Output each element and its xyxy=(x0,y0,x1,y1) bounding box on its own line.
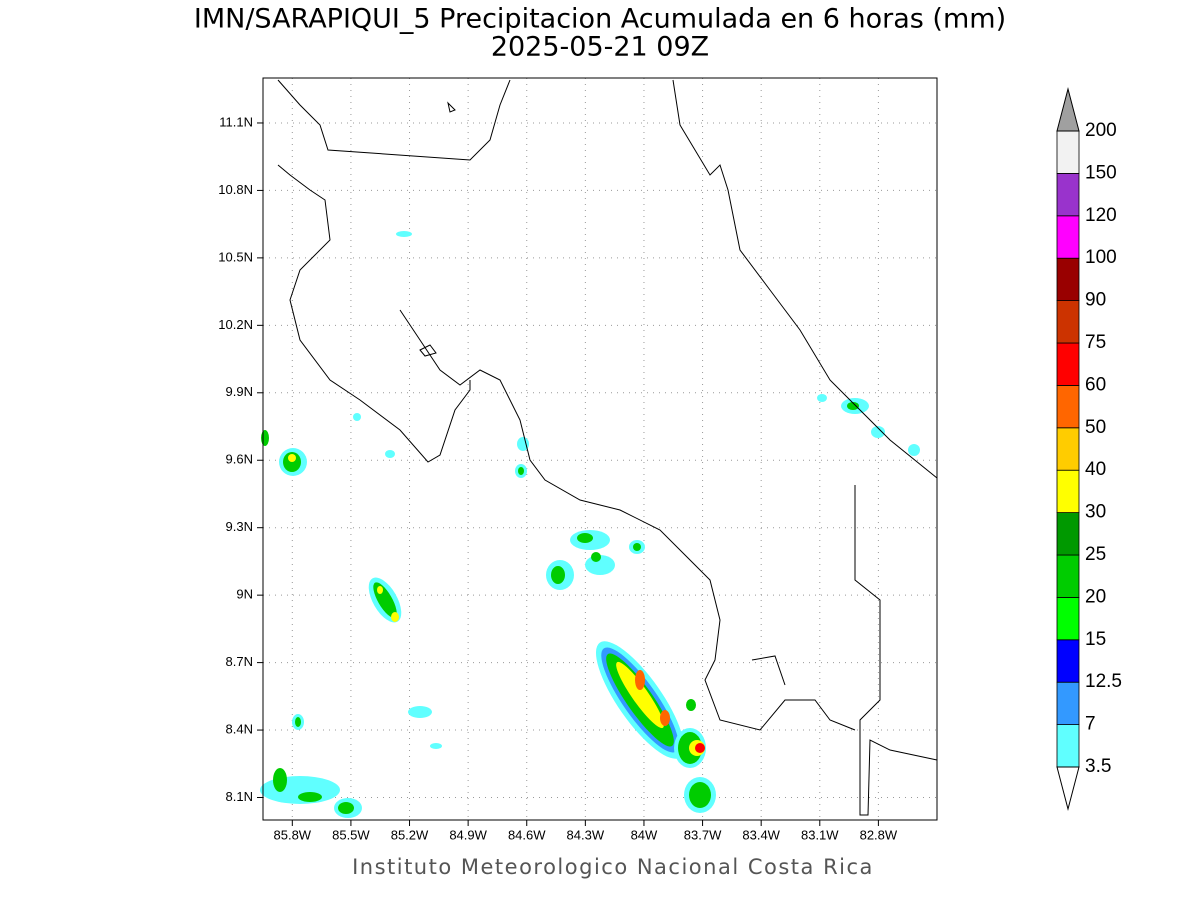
colorbar-box xyxy=(1056,172,1080,217)
colorbar-box xyxy=(1056,597,1080,641)
colorbar-label: 50 xyxy=(1085,417,1106,438)
y-tick-label: 8.4N xyxy=(226,721,253,736)
colorbar-label: 25 xyxy=(1085,544,1106,565)
colorbar-box xyxy=(1056,724,1080,768)
y-tick-label: 11.1N xyxy=(219,114,253,129)
colorbar-box xyxy=(1056,512,1080,556)
y-tick-label: 9.9N xyxy=(226,384,253,399)
colorbar-under xyxy=(1056,766,1080,811)
x-tick-label: 83.4W xyxy=(742,827,780,842)
x-tick-label: 83.7W xyxy=(684,827,722,842)
y-tick-label: 9.6N xyxy=(226,452,253,467)
colorbar-label: 40 xyxy=(1085,459,1106,480)
colorbar-over xyxy=(1056,87,1080,132)
x-tick-label: 84.9W xyxy=(449,827,487,842)
precipitation xyxy=(260,231,920,818)
colorbar-box xyxy=(1056,215,1080,259)
x-tick-label: 83.1W xyxy=(801,827,839,842)
colorbar-box xyxy=(1056,427,1080,471)
colorbar-label: 7 xyxy=(1085,714,1096,735)
colorbar-label: 15 xyxy=(1085,629,1106,650)
y-tick-label: 10.8N xyxy=(218,182,253,197)
footer: Instituto Meteorologico Nacional Costa R… xyxy=(352,855,874,879)
colorbar-label: 120 xyxy=(1085,205,1117,226)
subtitle: 2025-05-21 09Z xyxy=(491,32,709,63)
colorbar-box xyxy=(1056,554,1080,598)
map-frame xyxy=(262,77,938,821)
grid xyxy=(263,78,937,820)
colorbar-box xyxy=(1056,681,1080,726)
colorbar-label: 12.5 xyxy=(1085,671,1122,692)
colorbar-label: 3.5 xyxy=(1085,756,1111,777)
colorbar-label: 200 xyxy=(1085,120,1117,141)
y-tick-label: 9.3N xyxy=(226,519,253,534)
colorbar-label: 150 xyxy=(1085,162,1117,183)
x-tick-label: 82.8W xyxy=(860,827,898,842)
colorbar-box xyxy=(1056,257,1080,302)
y-tick-label: 9N xyxy=(236,587,253,602)
x-tick-label: 84W xyxy=(631,827,658,842)
coastline xyxy=(277,79,938,816)
colorbar-label: 30 xyxy=(1085,502,1106,523)
x-tick-label: 85.5W xyxy=(332,827,370,842)
colorbar-box xyxy=(1056,342,1080,386)
colorbar-box xyxy=(1056,130,1080,174)
y-tick-label: 8.1N xyxy=(226,789,253,804)
colorbar-label: 20 xyxy=(1085,586,1106,607)
colorbar-box xyxy=(1056,639,1080,683)
y-tick-label: 10.5N xyxy=(218,249,253,264)
colorbar-label: 90 xyxy=(1085,290,1106,311)
colorbar: 3.5 7 12.5 15 20 25 30 40 50 60 75 90 100 120 150 200 xyxy=(1056,87,1122,811)
x-tick-label: 84.6W xyxy=(508,827,546,842)
x-tick-label: 85.8W xyxy=(274,827,312,842)
y-tick-label: 8.7N xyxy=(226,654,253,669)
y-tick-label: 10.2N xyxy=(218,317,253,332)
colorbar-label: 75 xyxy=(1085,332,1106,353)
colorbar-box xyxy=(1056,469,1080,514)
title: IMN/SARAPIQUI_5 Precipitacion Acumulada … xyxy=(194,4,1006,35)
colorbar-label: 60 xyxy=(1085,374,1106,395)
x-tick-label: 84.3W xyxy=(567,827,605,842)
colorbar-box xyxy=(1056,300,1080,344)
x-tick-label: 85.2W xyxy=(391,827,429,842)
colorbar-box xyxy=(1056,384,1080,429)
colorbar-label: 100 xyxy=(1085,247,1117,268)
